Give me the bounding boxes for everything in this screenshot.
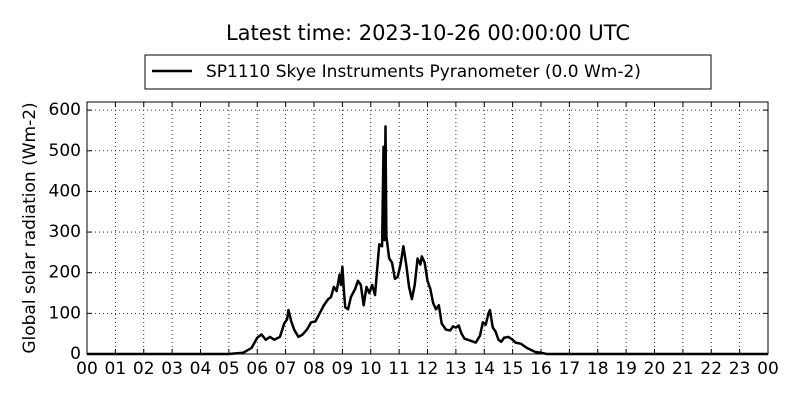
x-tick-label: 02 xyxy=(133,359,155,379)
chart-title: Latest time: 2023-10-26 00:00:00 UTC xyxy=(226,21,630,45)
x-tick-label: 03 xyxy=(161,359,183,379)
x-tick-label: 01 xyxy=(105,359,127,379)
x-tick-label: 17 xyxy=(559,359,581,379)
x-tick-label: 04 xyxy=(190,359,212,379)
x-tick-label: 15 xyxy=(502,359,524,379)
y-axis-label: Global solar radiation (Wm-2) xyxy=(20,102,40,353)
x-tick-label: 13 xyxy=(445,359,467,379)
data-line xyxy=(87,125,768,356)
x-tick-label: 09 xyxy=(332,359,354,379)
y-tick-label: 0 xyxy=(70,344,81,364)
x-tick-label: 16 xyxy=(530,359,552,379)
legend-box xyxy=(144,54,712,90)
x-tick-label: 18 xyxy=(587,359,609,379)
x-tick-label: 21 xyxy=(672,359,694,379)
x-tick-label: 14 xyxy=(473,359,495,379)
x-tick-label: 05 xyxy=(218,359,240,379)
y-tick-label: 300 xyxy=(49,222,81,242)
x-tick-label: 06 xyxy=(246,359,268,379)
x-tick-label: 19 xyxy=(615,359,637,379)
x-tick-label: 08 xyxy=(303,359,325,379)
y-tick-label: 400 xyxy=(49,181,81,201)
x-tick-label: 07 xyxy=(275,359,297,379)
x-tick-label: 23 xyxy=(729,359,751,379)
x-tick-label: 12 xyxy=(417,359,439,379)
y-tick-label: 600 xyxy=(49,100,81,120)
x-tick-label: 10 xyxy=(360,359,382,379)
x-tick-label: 20 xyxy=(644,359,666,379)
x-tick-label: 22 xyxy=(700,359,722,379)
x-tick-label: 00 xyxy=(757,359,779,379)
y-tick-label: 100 xyxy=(49,303,81,323)
legend-label: SP1110 Skye Instruments Pyranometer (0.0… xyxy=(206,62,641,82)
y-tick-label: 200 xyxy=(49,263,81,283)
y-tick-label: 500 xyxy=(49,141,81,161)
x-tick-label: 11 xyxy=(388,359,410,379)
x-tick-label: 00 xyxy=(76,359,98,379)
plot-frame xyxy=(86,101,769,355)
